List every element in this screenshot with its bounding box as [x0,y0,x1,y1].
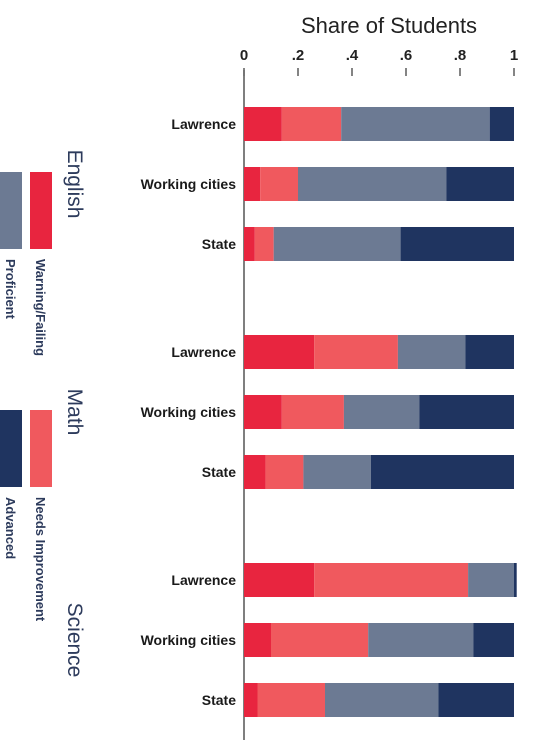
bars [244,107,517,717]
category-label: Lawrence [171,344,236,360]
bar-segment [473,623,514,657]
x-tick-label: .8 [454,47,467,64]
bar-segment [281,395,344,429]
x-tick-label: .4 [346,47,359,64]
bar-segment [273,227,401,261]
bar-segment [465,335,514,369]
category-labels: Lawrence Working cities State Lawrence Worki… [141,116,237,708]
bar-segment [244,623,271,657]
x-tick-label: .2 [292,47,305,64]
category-label: State [202,464,236,480]
bar-segment [397,335,466,369]
bar-segment [368,623,474,657]
bar-segment [341,107,490,141]
group-label: Math [63,389,86,436]
bar-segment [244,683,258,717]
category-label: Working cities [141,632,237,648]
bar-segment [400,227,514,261]
bar-segment [303,455,371,489]
legend-swatch [0,172,22,249]
bar-segment [260,167,298,201]
x-tick-label: 1 [510,47,518,64]
x-axis-ticks: 0 .2 .4 .6 .8 1 [240,47,518,76]
bar-segment [271,623,369,657]
bar-segment [489,107,514,141]
x-axis-title: Share of Students [301,13,477,38]
bar-segment [281,107,342,141]
bar-segment [438,683,514,717]
category-label: Lawrence [171,116,236,132]
bar-segment [314,563,469,597]
legend-swatch [30,410,52,487]
bar-segment [244,455,266,489]
bar-segment [446,167,514,201]
bar-segment [244,563,315,597]
legend: Warning/Failing Proficient Needs Improveme… [0,172,52,622]
bar-segment [343,395,420,429]
bar-segment [468,563,514,597]
bar-segment [244,167,261,201]
bar-segment [244,107,282,141]
legend-label: Advanced [3,497,18,559]
bar-segment [419,395,514,429]
legend-label: Warning/Failing [33,259,48,356]
category-label: State [202,692,236,708]
bar-segment [244,227,255,261]
legend-swatch [0,410,22,487]
bar-segment [370,455,514,489]
legend-label: Needs Improvement [33,497,48,622]
bar-segment [298,167,447,201]
group-labels: English Math Science [63,150,86,678]
group-label: Science [63,603,86,678]
bar-segment [254,227,274,261]
legend-label: Proficient [3,259,18,320]
x-tick-label: 0 [240,47,248,64]
category-label: Lawrence [171,572,236,588]
category-label: Working cities [141,176,237,192]
bar-segment [257,683,325,717]
bar-segment [265,455,304,489]
category-label: State [202,236,236,252]
legend-swatch [30,172,52,249]
bar-segment [514,563,517,597]
bar-segment [325,683,439,717]
category-label: Working cities [141,404,237,420]
x-tick-label: .6 [400,47,413,64]
bar-segment [244,335,315,369]
group-label: English [63,150,86,219]
bar-segment [314,335,398,369]
bar-segment [244,395,282,429]
